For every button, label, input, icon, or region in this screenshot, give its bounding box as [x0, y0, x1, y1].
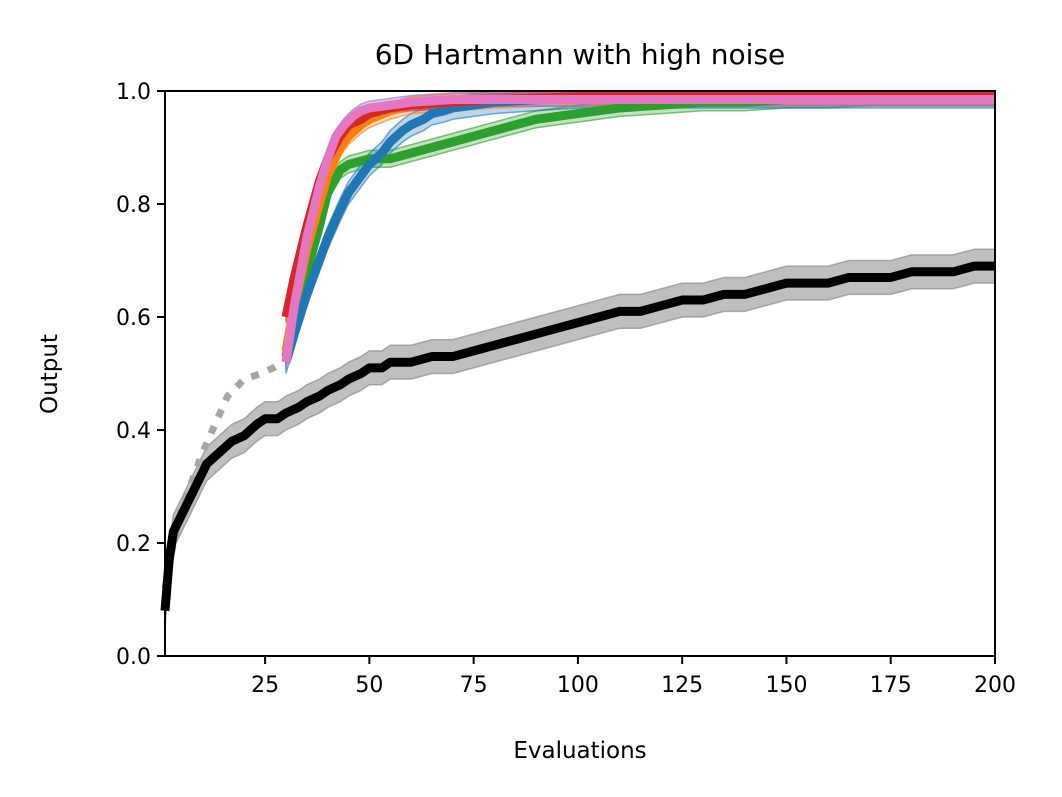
- series-3-band: [285, 90, 996, 374]
- y-tick-label: 0.8: [116, 193, 151, 218]
- y-tick-label: 0.6: [116, 306, 151, 331]
- series-1-line: [160, 261, 995, 612]
- y-axis-label: Output: [37, 334, 63, 414]
- x-axis-label: Evaluations: [513, 738, 646, 764]
- x-tick-label: 25: [251, 673, 279, 698]
- y-tick-label: 0.4: [116, 419, 151, 444]
- x-tick-label: 200: [974, 673, 1016, 698]
- y-axis-ticks: 0.0 0.2 0.4 0.6 0.8 1.0: [116, 80, 165, 670]
- x-tick-label: 50: [355, 673, 383, 698]
- series-lines: [160, 92, 995, 612]
- series-0-line: [161, 359, 284, 589]
- y-tick-label: 1.0: [116, 80, 151, 105]
- x-axis-ticks: 25 50 75 100 125 150 175 200: [251, 656, 1016, 698]
- x-tick-label: 75: [460, 673, 488, 698]
- series-6-line: [281, 94, 995, 363]
- x-tick-label: 100: [557, 673, 599, 698]
- x-tick-label: 175: [870, 673, 912, 698]
- y-tick-label: 0.0: [116, 645, 151, 670]
- x-tick-label: 125: [661, 673, 703, 698]
- x-tick-label: 150: [765, 673, 807, 698]
- plot-frame: [164, 90, 996, 657]
- chart-title: 6D Hartmann with high noise: [375, 38, 786, 71]
- y-tick-label: 0.2: [116, 532, 151, 557]
